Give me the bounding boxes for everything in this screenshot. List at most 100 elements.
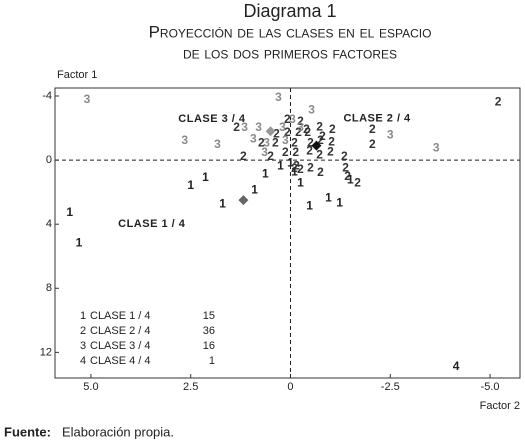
chart-subtitle: Proyección de las clases en el espacio bbox=[149, 22, 432, 41]
legend-count: 15 bbox=[203, 310, 215, 322]
x-axis-label: Factor 2 bbox=[480, 400, 520, 412]
point: 3 bbox=[181, 133, 188, 147]
point: 3 bbox=[275, 90, 282, 104]
centroid bbox=[238, 195, 249, 206]
plot-frame bbox=[54, 87, 521, 379]
point: 2 bbox=[316, 119, 323, 133]
point: 1 bbox=[277, 159, 284, 173]
point: 2 bbox=[327, 144, 334, 158]
point: 2 bbox=[341, 149, 348, 163]
point: 2 bbox=[317, 165, 324, 179]
point: 2 bbox=[495, 95, 502, 109]
legend-count: 16 bbox=[203, 340, 215, 352]
point: 3 bbox=[297, 120, 304, 134]
point: 1 bbox=[251, 183, 258, 197]
point: 3 bbox=[255, 120, 262, 134]
point: 2 bbox=[272, 135, 279, 149]
y-axis-label: Factor 1 bbox=[57, 69, 97, 81]
source-label: Fuente: bbox=[4, 424, 51, 439]
legend-label: CLASE 3 / 4 bbox=[90, 340, 151, 352]
point: 4 bbox=[453, 359, 460, 373]
legend-count: 1 bbox=[209, 355, 215, 367]
chart-title: Diagrama 1 bbox=[243, 1, 336, 21]
chart-subtitle: de los dos primeros factores bbox=[183, 43, 397, 62]
centroid-label: CLASE 3 / 4 bbox=[178, 113, 246, 125]
centroid bbox=[265, 126, 276, 137]
x-tick-label: 0 bbox=[287, 381, 293, 393]
point: 2 bbox=[267, 149, 274, 163]
point: 1 bbox=[66, 205, 73, 219]
legend-marker: 3 bbox=[80, 340, 86, 352]
point: 1 bbox=[76, 236, 83, 250]
point: 2 bbox=[293, 159, 300, 173]
point: 2 bbox=[329, 122, 336, 136]
point: 1 bbox=[297, 176, 304, 190]
y-tick-label: 12 bbox=[40, 346, 52, 358]
point: 3 bbox=[214, 137, 221, 151]
legend-label: CLASE 1 / 4 bbox=[90, 310, 151, 322]
y-tick-label: 0 bbox=[46, 154, 52, 166]
point: 2 bbox=[328, 135, 335, 149]
point: 2 bbox=[306, 143, 313, 157]
point: 1 bbox=[336, 196, 343, 210]
point: 3 bbox=[387, 127, 394, 141]
point: 1 bbox=[202, 170, 209, 184]
centroid bbox=[311, 140, 322, 151]
point: 2 bbox=[295, 125, 302, 139]
point: 2 bbox=[282, 145, 289, 159]
point: 1 bbox=[347, 172, 354, 186]
point: 2 bbox=[316, 147, 323, 161]
point: 3 bbox=[282, 133, 289, 147]
point: 2 bbox=[240, 149, 247, 163]
point: 1 bbox=[291, 164, 298, 178]
point: 2 bbox=[273, 127, 280, 141]
x-tick-label: 5.0 bbox=[83, 381, 98, 393]
point: 1 bbox=[262, 167, 269, 181]
point: 3 bbox=[289, 112, 296, 126]
point: 2 bbox=[307, 135, 314, 149]
point: 2 bbox=[292, 145, 299, 159]
point: 1 bbox=[325, 191, 332, 205]
y-tick-label: 8 bbox=[46, 282, 52, 294]
point: 2 bbox=[319, 129, 326, 143]
y-tick-label: -4 bbox=[42, 90, 52, 102]
point: 2 bbox=[291, 135, 298, 149]
point: 2 bbox=[233, 120, 240, 134]
point: 2 bbox=[369, 137, 376, 151]
point: 2 bbox=[303, 122, 310, 136]
point: 2 bbox=[297, 162, 304, 176]
point: 1 bbox=[306, 199, 313, 213]
point: 3 bbox=[263, 135, 270, 149]
point: 3 bbox=[279, 120, 286, 134]
x-tick-label: -5.0 bbox=[481, 381, 500, 393]
point: 3 bbox=[84, 92, 91, 106]
point: 3 bbox=[308, 103, 315, 117]
centroid-label: CLASE 2 / 4 bbox=[343, 113, 411, 125]
point: 1 bbox=[287, 155, 294, 169]
point: 2 bbox=[304, 125, 311, 139]
point: 2 bbox=[317, 133, 324, 147]
point: 2 bbox=[354, 176, 361, 190]
point: 3 bbox=[250, 131, 257, 145]
point: 3 bbox=[433, 140, 440, 154]
point: 2 bbox=[344, 169, 351, 183]
point: 2 bbox=[297, 114, 304, 128]
point: 1 bbox=[219, 196, 226, 210]
legend-label: CLASE 2 / 4 bbox=[90, 325, 151, 337]
centroid-label: CLASE 1 / 4 bbox=[118, 218, 186, 230]
point: 1 bbox=[187, 178, 194, 192]
point: 2 bbox=[307, 160, 314, 174]
point: 2 bbox=[342, 160, 349, 174]
point: 3 bbox=[241, 120, 248, 134]
point: 2 bbox=[284, 112, 291, 126]
legend-marker: 1 bbox=[80, 310, 86, 322]
legend-label: CLASE 4 / 4 bbox=[90, 355, 151, 367]
legend-count: 36 bbox=[203, 325, 215, 337]
x-tick-label: 2.5 bbox=[183, 381, 198, 393]
legend-marker: 4 bbox=[80, 355, 86, 367]
point: 2 bbox=[258, 135, 265, 149]
source-text: Elaboración propia. bbox=[62, 424, 174, 439]
x-tick-label: -2.5 bbox=[381, 381, 400, 393]
legend-marker: 2 bbox=[80, 325, 86, 337]
